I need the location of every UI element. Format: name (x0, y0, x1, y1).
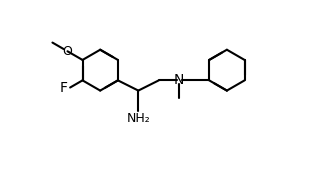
Text: N: N (174, 73, 184, 87)
Text: O: O (63, 45, 72, 58)
Text: NH₂: NH₂ (127, 112, 150, 125)
Text: F: F (60, 80, 68, 94)
